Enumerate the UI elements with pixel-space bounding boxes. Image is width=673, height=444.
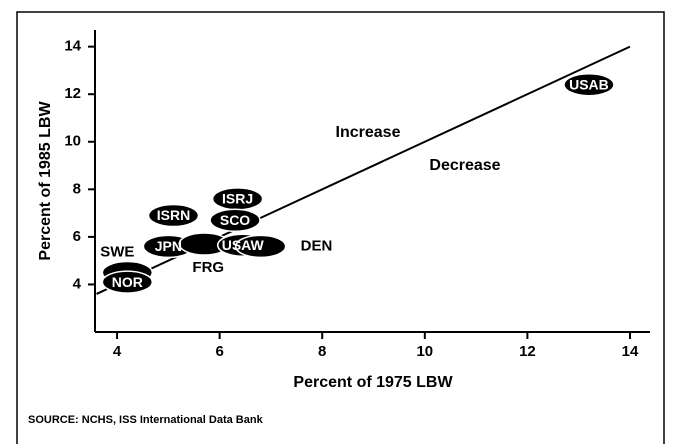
point-label: SCO [220, 212, 250, 228]
point-label: USAW [222, 237, 265, 253]
x-axis-label: Percent of 1975 LBW [293, 374, 453, 391]
point [101, 270, 154, 294]
y-tick-label: 6 [73, 228, 81, 245]
y-tick-label: 12 [64, 85, 81, 102]
x-tick-label: 14 [622, 343, 639, 360]
point-label: SWE [100, 244, 134, 261]
point-label: DEN [301, 237, 333, 254]
x-tick-label: 4 [113, 343, 122, 360]
y-axis-label: Percent of 1985 LBW [37, 101, 54, 261]
point [234, 234, 287, 259]
y-tick-label: 14 [64, 38, 81, 55]
point-label: JPN [155, 238, 182, 254]
frame [16, 11, 665, 444]
point-label: FRG [192, 259, 224, 276]
point-label: USAB [569, 76, 609, 92]
x-tick-label: 12 [519, 343, 536, 360]
source-note: SOURCE: NCHS, ISS International Data Ban… [28, 414, 264, 426]
x-tick-label: 8 [318, 343, 326, 360]
y-tick-label: 4 [73, 275, 82, 292]
x-tick-label: 6 [215, 343, 223, 360]
point [563, 72, 615, 97]
point [147, 203, 200, 228]
point-label: ISRN [157, 207, 190, 223]
y-tick-label: 8 [73, 180, 81, 197]
point-label: ISRJ [222, 191, 253, 207]
y-tick-label: 10 [64, 133, 81, 150]
point [209, 208, 261, 232]
annotation: Decrease [429, 157, 500, 174]
annotation: Increase [336, 124, 401, 141]
x-tick-label: 10 [416, 343, 433, 360]
point-label: NOR [112, 274, 143, 290]
